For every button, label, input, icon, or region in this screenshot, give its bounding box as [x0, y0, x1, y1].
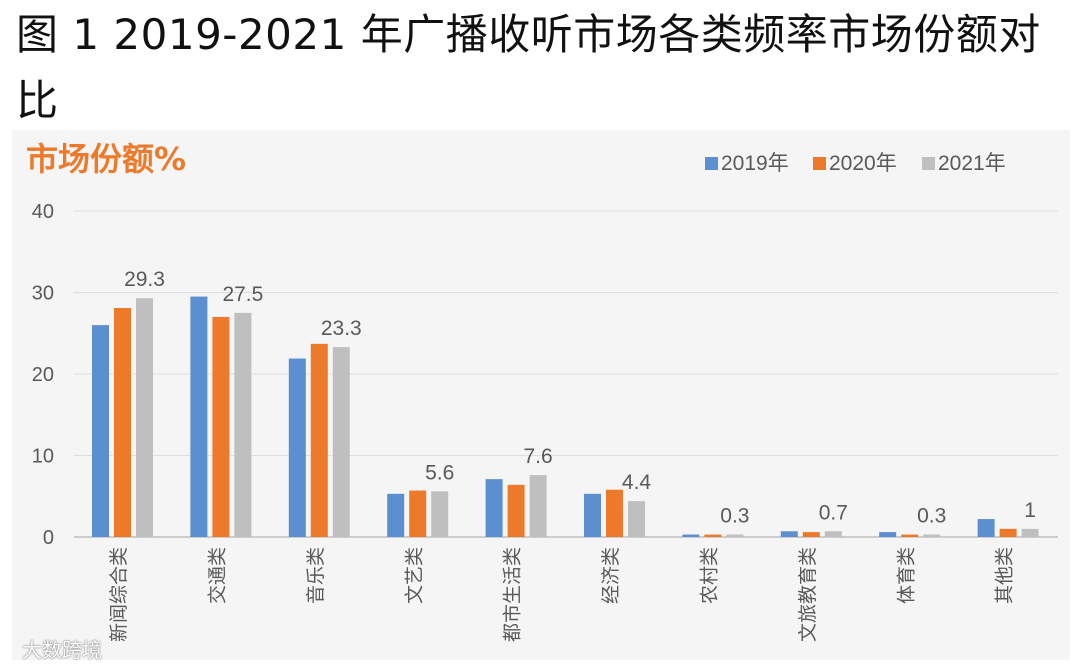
bar-chart: 市场份额% 0 10 20 30 40 2019年 2020年 2021年 29.3 新闻综合类 27…: [26, 140, 1058, 642]
bar: [726, 534, 744, 537]
bar: [190, 296, 208, 537]
bar: [802, 532, 820, 537]
legend-swatch: [922, 157, 935, 170]
category-label: 音乐类: [305, 547, 327, 604]
bar: [901, 534, 919, 537]
data-label: 1: [1024, 499, 1036, 522]
bar: [431, 491, 449, 537]
bar: [92, 325, 109, 537]
bar: [824, 531, 842, 537]
data-label: 0.3: [720, 505, 749, 528]
legend-label: 2019年: [721, 152, 789, 175]
category-label: 农村类: [699, 547, 721, 604]
data-label: 7.6: [523, 445, 552, 468]
bar: [999, 528, 1017, 537]
category-label: 体育类: [895, 547, 917, 604]
bar: [387, 493, 405, 537]
bar: [780, 531, 798, 537]
page-title: 图 1 2019-2021 年广播收听市场各类频率市场份额对比: [16, 10, 1041, 125]
data-label: 5.6: [425, 461, 454, 484]
bar: [234, 312, 252, 537]
bar: [136, 298, 153, 537]
bar: [1021, 528, 1039, 537]
legend-label: 2020年: [829, 152, 897, 175]
bar: [332, 347, 350, 537]
data-label: 4.4: [622, 471, 652, 494]
chart-panel: 市场份额% 0 10 20 30 40 2019年 2020年 2021年 29.3 新闻综合类 27…: [12, 130, 1070, 660]
bar: [584, 493, 601, 537]
unit-label: 市场份额%: [26, 140, 186, 178]
bar: [923, 534, 941, 537]
category-label: 交通类: [207, 547, 229, 604]
category-label: 经济类: [600, 547, 622, 604]
bar: [529, 475, 547, 537]
data-label: 23.3: [321, 317, 362, 340]
category-label: 文旅教育类: [797, 547, 819, 642]
legend-swatch: [705, 157, 718, 170]
category-label: 文艺类: [403, 547, 425, 604]
bar: [288, 358, 306, 537]
bar: [682, 534, 700, 537]
bar: [628, 501, 645, 537]
watermark-text: 大数跨境: [22, 638, 102, 662]
category-label: 都市生活类: [502, 547, 524, 642]
bar: [879, 532, 897, 537]
bar: [114, 307, 131, 537]
bar: [310, 343, 328, 537]
legend-label: 2021年: [938, 152, 1006, 175]
bar: [977, 519, 995, 537]
y-tick-label: 40: [32, 201, 54, 223]
bar: [704, 534, 722, 537]
y-tick-label: 20: [32, 364, 54, 386]
data-label: 27.5: [222, 283, 263, 306]
data-label: 29.3: [124, 268, 165, 291]
bar: [212, 316, 230, 537]
y-tick-label: 0: [43, 527, 54, 549]
bar: [606, 489, 623, 537]
y-tick-label: 30: [32, 283, 54, 305]
bar: [507, 484, 525, 537]
legend-swatch: [813, 157, 826, 170]
data-label: 0.3: [917, 505, 946, 528]
data-label: 0.7: [819, 501, 848, 524]
bar: [409, 490, 427, 537]
bar: [485, 479, 503, 537]
y-tick-label: 10: [32, 446, 54, 468]
category-label: 其他类: [994, 547, 1016, 604]
category-label: 新闻综合类: [108, 547, 130, 642]
